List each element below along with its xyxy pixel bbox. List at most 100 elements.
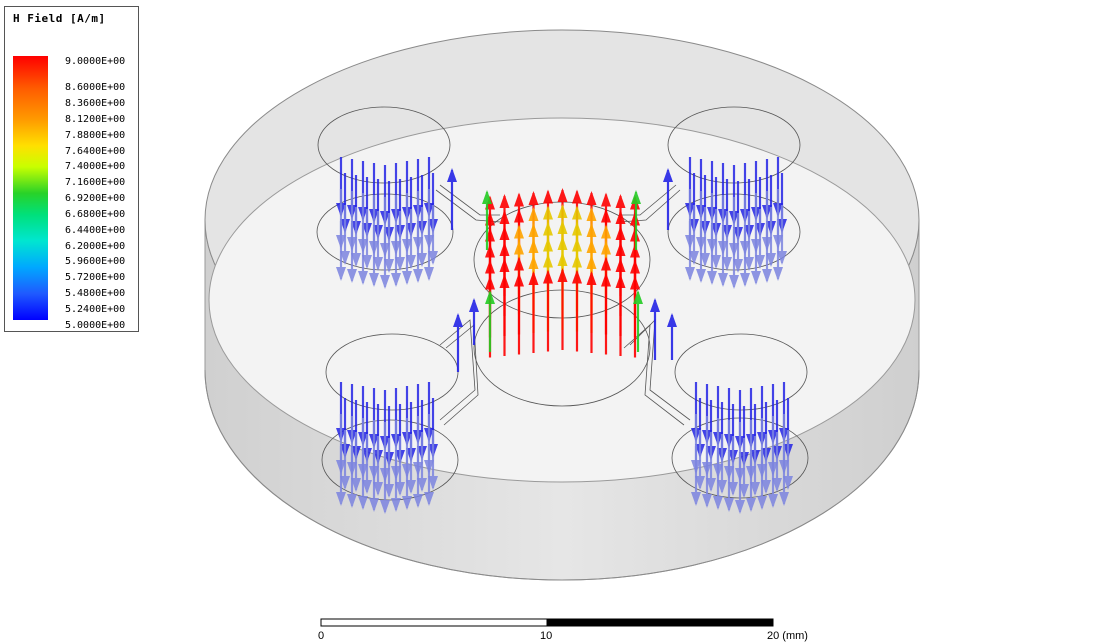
field-arrow	[358, 225, 368, 285]
legend-tick-label: 8.3600E+00	[65, 98, 126, 109]
field-arrow	[667, 313, 677, 360]
field-arrow	[395, 436, 405, 496]
field-arrow	[369, 227, 379, 287]
field-arrow	[340, 430, 350, 490]
field-arrow	[557, 268, 568, 350]
field-arrow	[362, 434, 372, 494]
field-arrow	[402, 450, 412, 510]
field-arrow	[417, 432, 427, 492]
field-arrow	[395, 211, 405, 271]
field-arrow	[406, 434, 416, 494]
field-arrow	[718, 227, 728, 287]
field-arrow	[391, 227, 401, 287]
field-arrow	[499, 274, 510, 356]
field-arrow	[373, 211, 383, 271]
field-arrow	[739, 438, 749, 498]
legend-tick-label: 5.4800E+00	[65, 288, 126, 299]
field-arrow	[751, 225, 761, 285]
field-arrow	[351, 432, 361, 492]
field-arrow	[650, 298, 660, 360]
field-arrow	[417, 207, 427, 267]
field-arrow	[733, 213, 743, 273]
field-arrow	[380, 454, 390, 514]
scale-label-10: 10	[540, 630, 553, 642]
field-legend[interactable]: H Field [A/m] 9.0000E+00 8.6000E+00 8.3600…	[4, 6, 139, 332]
field-arrow	[729, 229, 739, 289]
field-arrow	[631, 190, 641, 250]
field-arrow	[428, 430, 438, 490]
field-arrow	[469, 298, 479, 345]
field-arrow	[391, 452, 401, 512]
field-arrow	[766, 207, 776, 267]
legend-tick-label: 7.6400E+00	[65, 146, 126, 157]
field-arrow	[336, 446, 346, 506]
field-arrow	[685, 221, 695, 281]
field-arrow	[713, 450, 723, 510]
legend-tick-label: 5.7200E+00	[65, 272, 126, 283]
field-arrow	[696, 223, 706, 283]
field-arrow	[706, 432, 716, 492]
field-arrow	[630, 275, 640, 358]
field-arrow	[543, 269, 553, 352]
legend-tick-label: 7.4000E+00	[65, 161, 126, 172]
field-arrow	[406, 209, 416, 269]
field-arrow	[707, 225, 717, 285]
field-arrow	[528, 271, 539, 353]
legend-tick-label: 6.9200E+00	[65, 193, 126, 204]
field-arrow	[728, 436, 738, 496]
scale-label-20: 20 (mm)	[767, 630, 808, 642]
field-arrow	[711, 209, 721, 269]
field-arrow	[485, 290, 495, 352]
scale-bar	[320, 618, 774, 627]
field-arrow	[722, 211, 732, 271]
field-arrow	[615, 274, 626, 356]
field-arrow	[773, 221, 783, 281]
field-arrow	[601, 272, 611, 355]
field-arrow	[514, 272, 524, 355]
field-arrow	[633, 290, 643, 352]
field-arrow	[351, 207, 361, 267]
legend-tick-label: 5.2400E+00	[65, 304, 126, 315]
field-arrow	[384, 438, 394, 498]
legend-color-bar	[13, 56, 48, 320]
field-arrow	[453, 313, 463, 372]
field-arrow	[424, 446, 434, 506]
field-arrow	[347, 448, 357, 508]
field-arrow	[413, 223, 423, 283]
field-arrow	[761, 434, 771, 494]
field-arrow	[336, 221, 346, 281]
legend-tick-label: 8.1200E+00	[65, 114, 126, 125]
field-arrow	[762, 223, 772, 283]
field-arrow	[755, 209, 765, 269]
field-arrow	[572, 269, 582, 352]
field-arrow	[340, 205, 350, 265]
field-arrow	[735, 454, 745, 514]
field-arrow	[358, 450, 368, 510]
field-arrow	[347, 223, 357, 283]
field-arrow	[777, 205, 787, 265]
legend-tick-label: 6.6800E+00	[65, 209, 126, 220]
field-arrow	[695, 430, 705, 490]
field-arrow	[380, 229, 390, 289]
h-field-vectors	[336, 157, 793, 514]
legend-tick-label: 5.0000E+00	[65, 320, 126, 331]
legend-tick-label: 7.1600E+00	[65, 177, 126, 188]
field-arrow	[663, 168, 673, 230]
field-arrow	[779, 446, 789, 506]
legend-tick-label: 8.6000E+00	[65, 82, 126, 93]
field-arrow	[702, 448, 712, 508]
legend-tick-label: 7.8800E+00	[65, 130, 126, 141]
field-arrow	[482, 190, 492, 250]
field-arrow	[402, 225, 412, 285]
field-arrow	[362, 209, 372, 269]
field-arrow	[384, 213, 394, 273]
legend-tick-label: 9.0000E+00	[65, 56, 126, 67]
field-arrow	[586, 271, 597, 353]
field-arrow	[689, 205, 699, 265]
scale-label-0: 0	[318, 630, 325, 642]
field-arrow	[724, 452, 734, 512]
field-arrow	[447, 168, 457, 230]
field-arrow	[744, 211, 754, 271]
field-arrow	[428, 205, 438, 265]
